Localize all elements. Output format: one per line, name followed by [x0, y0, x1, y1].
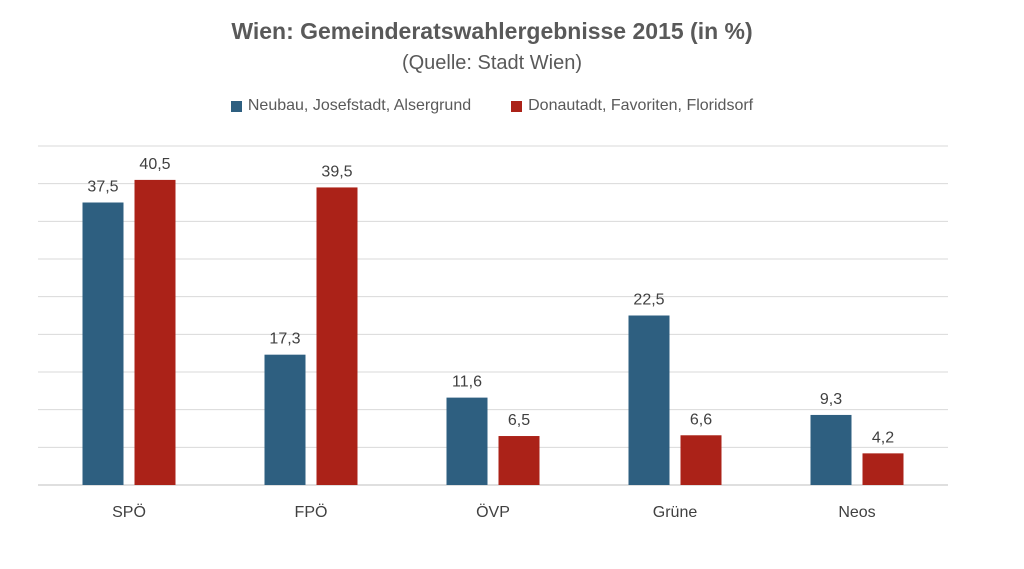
data-label-series-2-2: 6,5 [508, 412, 530, 429]
legend-label-series-1: Neubau, Josefstadt, Alsergrund [247, 97, 472, 114]
bar-series-2-0 [134, 179, 176, 485]
bar-series-2-2 [498, 436, 540, 485]
legend-item-series-1: Neubau, Josefstadt, Alsergrund [230, 97, 472, 115]
data-label-series-2-0: 40,5 [139, 156, 170, 173]
bar-series-1-3 [628, 315, 670, 485]
legend-label-series-2: Donautadt, Favoriten, Floridsorf [528, 97, 754, 114]
bar-series-1-4 [810, 414, 852, 485]
x-tick-label: ÖVP [476, 503, 510, 521]
bar-series-2-3 [680, 435, 722, 485]
data-label-series-1-3: 22,5 [633, 292, 664, 309]
data-label-series-1-2: 11,6 [452, 374, 482, 391]
data-label-series-2-3: 6,6 [690, 411, 712, 428]
legend-swatch-series-1 [230, 100, 242, 112]
chart-legend: Neubau, Josefstadt, Alsergrund Donautadt… [0, 97, 984, 115]
bar-series-1-0 [82, 202, 124, 485]
bar-series-1-2 [446, 397, 488, 485]
bar-series-1-1 [264, 354, 306, 485]
data-label-series-1-1: 17,3 [269, 331, 300, 348]
chart-title: Wien: Gemeinderatswahlergebnisse 2015 (i… [231, 18, 753, 44]
x-tick-label: Grüne [653, 504, 698, 521]
legend-swatch-series-2 [511, 100, 523, 112]
bar-series-2-1 [316, 187, 358, 485]
x-tick-label: FPÖ [295, 503, 328, 521]
data-label-series-1-4: 9,3 [820, 391, 842, 408]
data-label-series-2-1: 39,5 [321, 163, 352, 180]
legend-item-series-2: Donautadt, Favoriten, Floridsorf [511, 97, 753, 115]
data-label-series-2-4: 4,2 [872, 429, 894, 446]
bar-series-2-4 [862, 453, 904, 485]
x-tick-label: Neos [838, 504, 875, 521]
chart-subtitle: (Quelle: Stadt Wien) [401, 52, 583, 74]
data-label-series-1-0: 37,5 [87, 179, 118, 196]
x-tick-label: SPÖ [112, 503, 146, 521]
